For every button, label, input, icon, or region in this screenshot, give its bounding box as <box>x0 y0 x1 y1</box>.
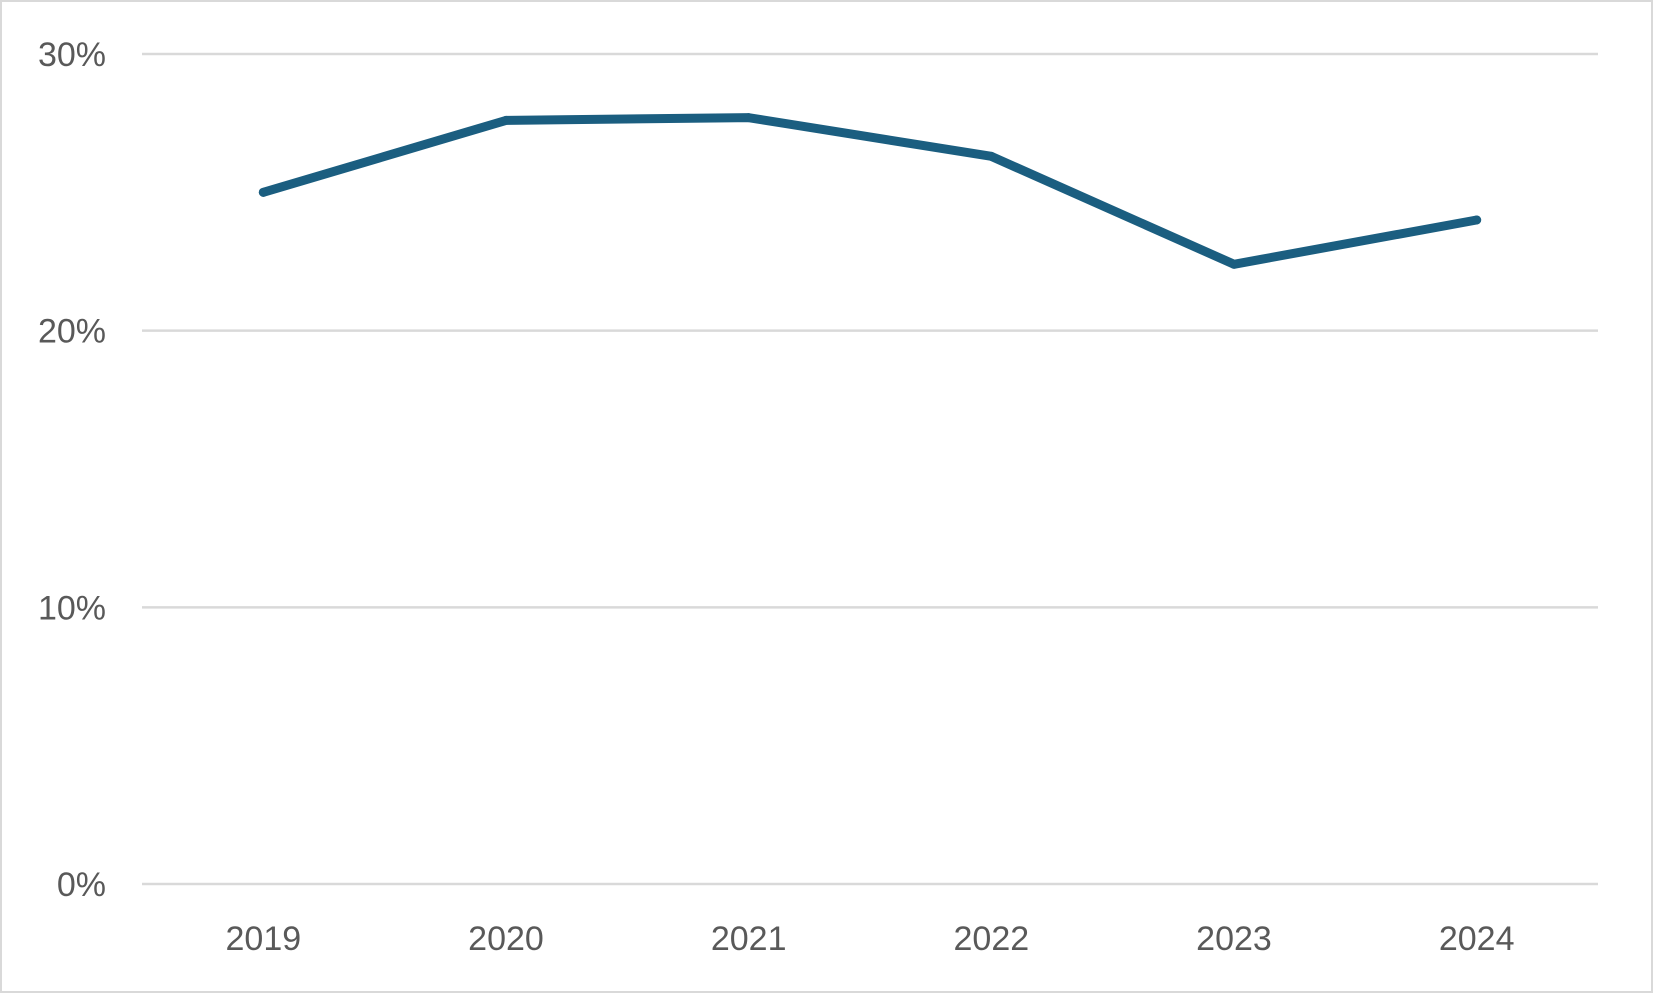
x-tick-label: 2024 <box>1439 920 1515 958</box>
data-point <box>744 113 754 123</box>
data-point <box>501 115 511 125</box>
x-tick-label: 2019 <box>226 920 302 958</box>
y-tick-label: 0% <box>57 866 106 904</box>
x-tick-label: 2020 <box>468 920 544 958</box>
x-tick-label: 2022 <box>954 920 1030 958</box>
y-axis-ticks: 0% 10% 20% 30% <box>38 36 106 904</box>
x-axis-ticks: 2019 2020 2021 2022 2023 2024 <box>226 920 1515 958</box>
gridlines <box>142 52 1598 886</box>
series <box>258 113 1482 269</box>
x-tick-label: 2021 <box>711 920 787 958</box>
data-point <box>1229 259 1239 269</box>
x-tick-label: 2023 <box>1196 920 1272 958</box>
data-point <box>1472 215 1482 225</box>
y-tick-label: 20% <box>38 313 106 351</box>
y-tick-label: 30% <box>38 36 106 74</box>
series-line <box>258 113 1482 269</box>
data-point <box>986 151 996 161</box>
data-point <box>258 187 268 197</box>
y-tick-label: 10% <box>38 589 106 627</box>
